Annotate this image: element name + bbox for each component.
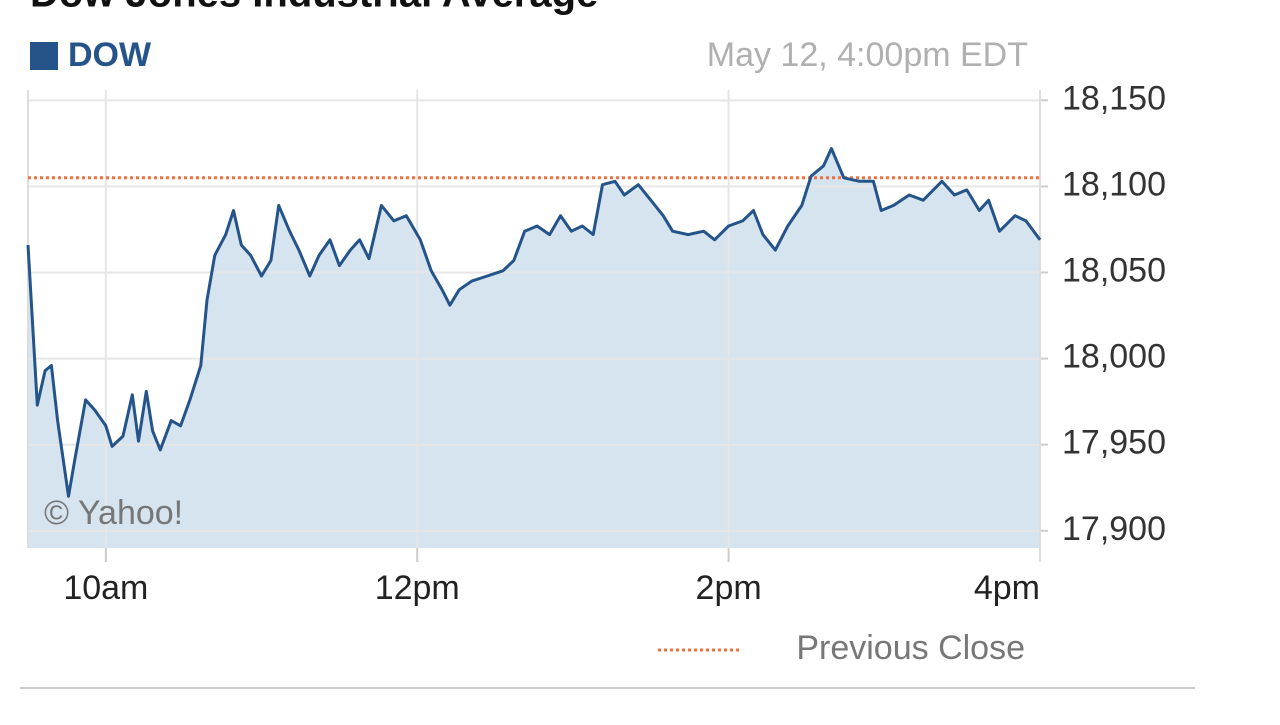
y-tick-label: 18,000 bbox=[1062, 338, 1166, 376]
legend-label: DOW bbox=[68, 36, 152, 74]
legend-ref-label: Previous Close bbox=[796, 629, 1025, 667]
timestamp: May 12, 4:00pm EDT bbox=[707, 36, 1028, 74]
y-tick-label: 18,100 bbox=[1062, 165, 1166, 203]
y-tick-label: 18,050 bbox=[1062, 251, 1166, 289]
area bbox=[28, 148, 1040, 548]
watermark: © Yahoo! bbox=[44, 494, 183, 532]
y-tick-label: 18,150 bbox=[1062, 79, 1166, 117]
legend-swatch bbox=[30, 42, 58, 70]
y-tick-label: 17,950 bbox=[1062, 424, 1166, 462]
chart-title: Dow Jones Industrial Average bbox=[30, 0, 598, 16]
y-tick-label: 17,900 bbox=[1062, 510, 1166, 548]
price-line bbox=[26, 147, 1042, 498]
x-tick-label: 12pm bbox=[375, 569, 460, 607]
x-tick-label: 2pm bbox=[696, 569, 762, 607]
x-tick-label: 10am bbox=[63, 569, 148, 607]
x-tick-label: 4pm bbox=[974, 569, 1040, 607]
